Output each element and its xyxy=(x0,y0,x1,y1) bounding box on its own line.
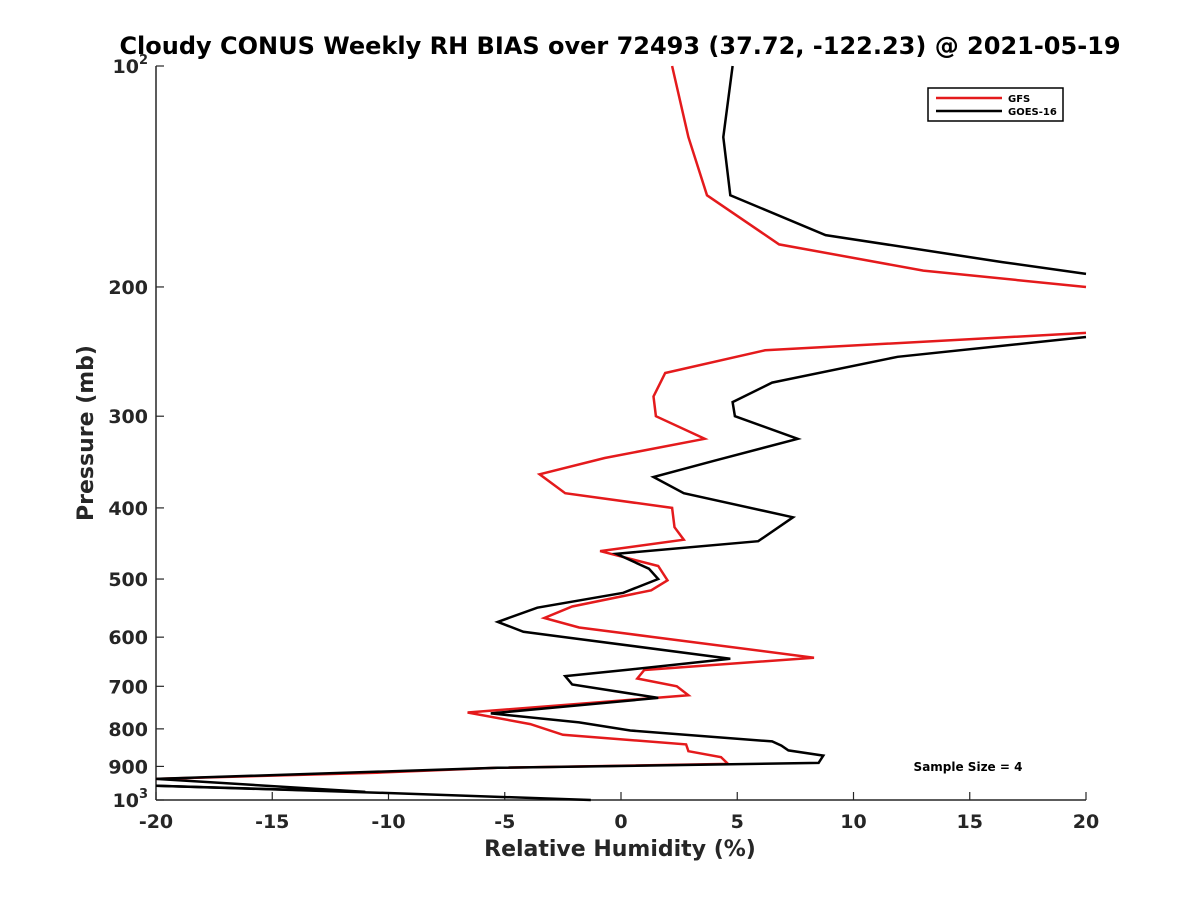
x-tick-label: -15 xyxy=(255,811,289,833)
x-tick-label: 5 xyxy=(731,811,744,833)
y-tick-label: 300 xyxy=(108,406,148,428)
y-tick-label: 600 xyxy=(108,627,148,649)
y-tick-label: 900 xyxy=(108,756,148,778)
y-tick-label: 102 xyxy=(113,53,149,78)
y-tick-label: 200 xyxy=(108,277,148,299)
x-tick-label: -5 xyxy=(494,811,515,833)
y-axis-label: Pressure (mb) xyxy=(74,345,99,521)
series-line xyxy=(722,65,1087,276)
series-line xyxy=(155,335,1087,794)
y-tick-label: 400 xyxy=(108,498,148,520)
x-tick-label: -20 xyxy=(139,811,173,833)
y-tick-label-base: 800 xyxy=(108,719,148,741)
x-tick-label: -10 xyxy=(371,811,405,833)
legend: GFS GOES-16 xyxy=(927,87,1064,122)
x-tick-label: 0 xyxy=(614,811,627,833)
x-tick-label: 15 xyxy=(957,811,983,833)
series-line xyxy=(670,65,1087,289)
plot-area xyxy=(155,66,1086,801)
series-goes-16 xyxy=(155,65,1087,802)
legend-box xyxy=(927,87,1064,122)
series-line xyxy=(155,331,1087,781)
sample-size-annotation: Sample Size = 4 xyxy=(914,760,1023,774)
y-tick-label-base: 10 xyxy=(113,790,139,812)
x-axis-label: Relative Humidity (%) xyxy=(484,837,756,862)
legend-entry-label: GOES-16 xyxy=(1008,107,1057,118)
y-tick-label: 500 xyxy=(108,569,148,591)
y-tick-label-base: 600 xyxy=(108,627,148,649)
y-tick-label-exponent: 2 xyxy=(139,53,148,68)
y-tick-label-base: 500 xyxy=(108,569,148,591)
y-tick-label: 700 xyxy=(108,676,148,698)
y-tick-label-base: 200 xyxy=(108,277,148,299)
x-axis: -20 -15 -10 -5 0 5 10 15 20 xyxy=(139,792,1099,833)
y-tick-label: 800 xyxy=(108,719,148,741)
chart-title: Cloudy CONUS Weekly RH BIAS over 72493 (… xyxy=(119,32,1120,60)
y-tick-label: 103 xyxy=(113,787,149,812)
y-tick-label-base: 400 xyxy=(108,498,148,520)
y-tick-label-exponent: 3 xyxy=(139,787,148,802)
series-group xyxy=(155,65,1087,802)
x-tick-label: 10 xyxy=(840,811,866,833)
y-tick-label-base: 900 xyxy=(108,756,148,778)
y-tick-label-base: 700 xyxy=(108,676,148,698)
y-tick-label-base: 10 xyxy=(113,56,139,78)
series-line xyxy=(155,784,591,802)
legend-entry-label: GFS xyxy=(1008,94,1030,105)
series-gfs xyxy=(155,65,1087,781)
y-tick-label-base: 300 xyxy=(108,406,148,428)
x-tick-label: 20 xyxy=(1073,811,1099,833)
